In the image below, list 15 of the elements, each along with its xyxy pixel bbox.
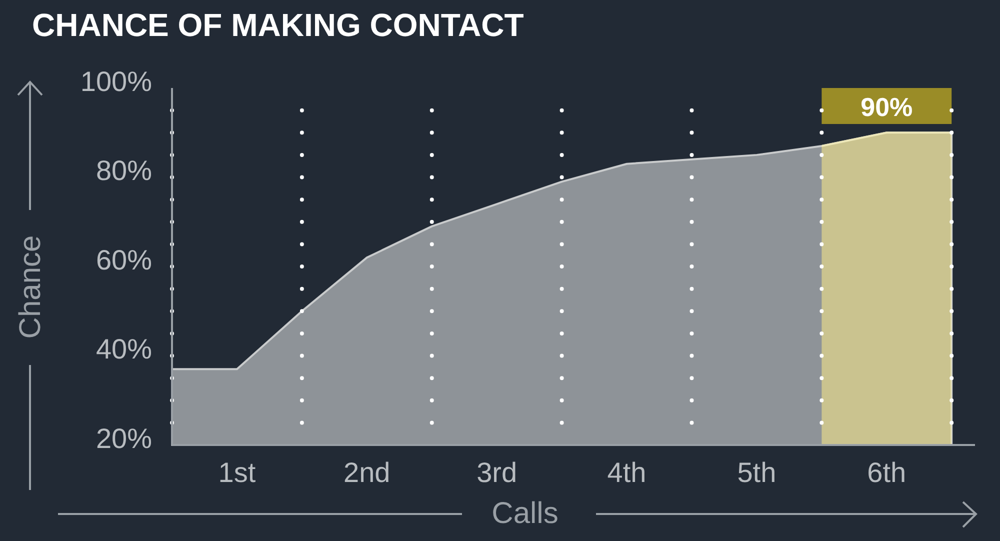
x-tick-label: 2nd: [344, 457, 390, 488]
y-axis-title: Chance: [14, 235, 47, 339]
x-tick-label: 1st: [218, 457, 256, 488]
x-tick-label: 3rd: [476, 457, 518, 488]
x-tick-label: 6th: [867, 457, 906, 488]
x-axis-title: Calls: [492, 497, 558, 530]
y-tick-label: 100%: [80, 66, 152, 97]
chart-title: CHANCE OF MAKING CONTACT: [32, 7, 524, 43]
y-tick-label: 20%: [96, 422, 152, 454]
band-label: 90%: [860, 92, 913, 122]
x-tick-label: 4th: [607, 457, 646, 488]
y-tick-label: 80%: [96, 155, 152, 186]
x-tick-label: 5th: [737, 457, 776, 488]
y-tick-label: 40%: [96, 334, 152, 365]
y-tick-label: 60%: [96, 244, 152, 276]
